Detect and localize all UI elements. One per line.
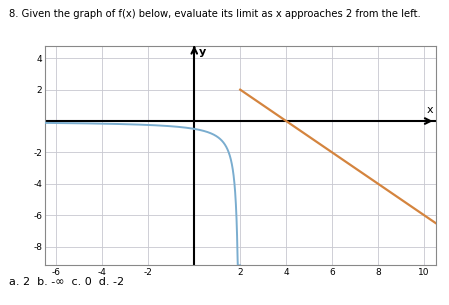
Text: y: y: [199, 47, 206, 57]
Text: 8. Given the graph of f(x) below, evaluate its limit as x approaches 2 from the : 8. Given the graph of f(x) below, evalua…: [9, 9, 421, 19]
Text: a. 2  b. -∞  c. 0  d. -2: a. 2 b. -∞ c. 0 d. -2: [9, 277, 124, 287]
Text: x: x: [427, 105, 433, 115]
